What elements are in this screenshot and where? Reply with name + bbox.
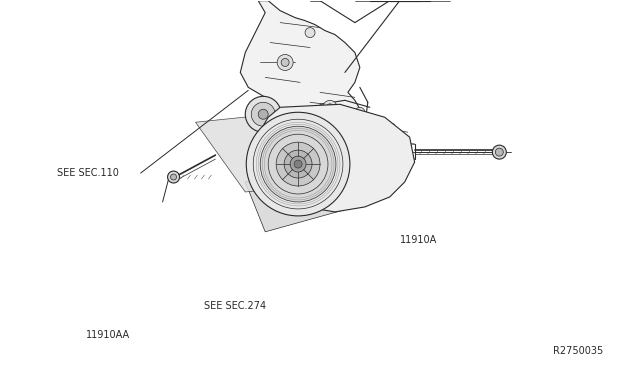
Circle shape bbox=[276, 142, 320, 186]
Text: SEE SEC.110: SEE SEC.110 bbox=[58, 168, 119, 178]
Circle shape bbox=[252, 102, 275, 126]
Circle shape bbox=[290, 156, 306, 172]
Circle shape bbox=[168, 171, 180, 183]
Circle shape bbox=[281, 58, 289, 67]
Circle shape bbox=[492, 145, 506, 159]
Circle shape bbox=[260, 126, 336, 202]
Circle shape bbox=[246, 112, 350, 216]
Circle shape bbox=[323, 100, 337, 114]
Circle shape bbox=[284, 150, 312, 178]
Text: 11910AA: 11910AA bbox=[86, 330, 131, 340]
Circle shape bbox=[277, 54, 293, 70]
Text: 11910A: 11910A bbox=[400, 235, 437, 245]
Circle shape bbox=[326, 104, 333, 111]
Circle shape bbox=[495, 148, 503, 156]
Circle shape bbox=[305, 28, 315, 38]
Text: R2750035: R2750035 bbox=[554, 346, 604, 356]
Text: SEE SEC.274: SEE SEC.274 bbox=[204, 301, 266, 311]
Circle shape bbox=[355, 107, 365, 117]
Polygon shape bbox=[245, 157, 355, 232]
Circle shape bbox=[245, 96, 281, 132]
Circle shape bbox=[171, 174, 177, 180]
Circle shape bbox=[258, 109, 268, 119]
Polygon shape bbox=[255, 104, 415, 212]
Circle shape bbox=[294, 160, 302, 168]
Polygon shape bbox=[195, 107, 390, 192]
Polygon shape bbox=[240, 1, 365, 152]
